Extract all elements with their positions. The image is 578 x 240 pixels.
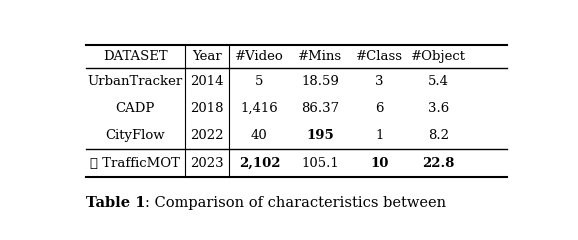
Text: 10: 10 (370, 156, 388, 169)
Text: 1,416: 1,416 (240, 102, 278, 115)
Text: Year: Year (192, 50, 221, 63)
Text: #Mins: #Mins (298, 50, 343, 63)
Text: 86.37: 86.37 (301, 102, 339, 115)
Text: : Comparison of characteristics between: : Comparison of characteristics between (145, 196, 446, 210)
Text: 2014: 2014 (190, 75, 224, 88)
Text: 1: 1 (375, 129, 384, 142)
Text: 5: 5 (255, 75, 264, 88)
Text: CADP: CADP (116, 102, 155, 115)
Text: 8.2: 8.2 (428, 129, 449, 142)
Text: ★ TrafficMOT: ★ TrafficMOT (90, 156, 180, 169)
Text: 40: 40 (251, 129, 268, 142)
Text: 2,102: 2,102 (239, 156, 280, 169)
Text: 2023: 2023 (190, 156, 224, 169)
Text: 6: 6 (375, 102, 384, 115)
Text: DATASET: DATASET (103, 50, 168, 63)
Text: #Class: #Class (356, 50, 403, 63)
Text: 3.6: 3.6 (428, 102, 449, 115)
Text: Table 1: Table 1 (86, 196, 145, 210)
Text: 18.59: 18.59 (302, 75, 339, 88)
Text: 105.1: 105.1 (302, 156, 339, 169)
Text: CityFlow: CityFlow (105, 129, 165, 142)
Text: 3: 3 (375, 75, 384, 88)
Text: 195: 195 (306, 129, 334, 142)
Text: 2022: 2022 (190, 129, 224, 142)
Text: UrbanTracker: UrbanTracker (87, 75, 183, 88)
Text: 5.4: 5.4 (428, 75, 449, 88)
Text: #Video: #Video (235, 50, 284, 63)
Text: 2018: 2018 (190, 102, 224, 115)
Text: 22.8: 22.8 (422, 156, 454, 169)
Text: #Object: #Object (411, 50, 466, 63)
